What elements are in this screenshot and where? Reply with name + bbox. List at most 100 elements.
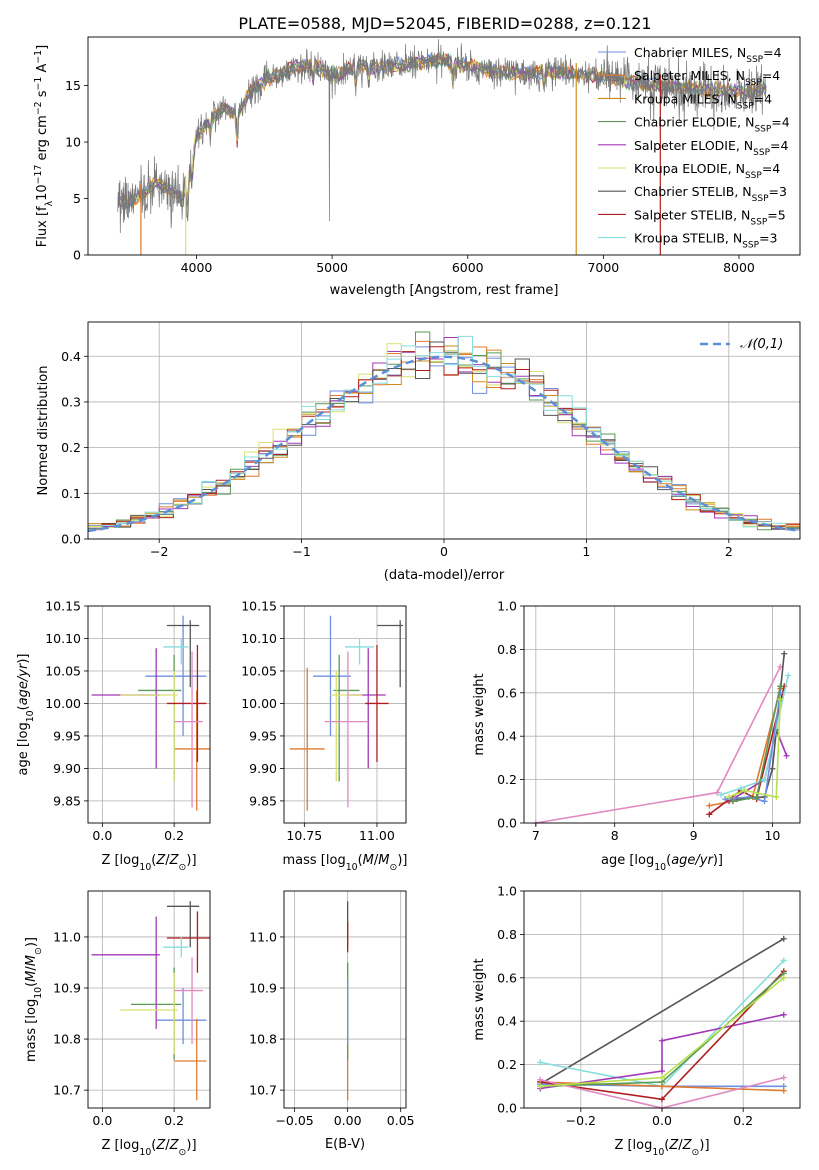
- mass-weight-marker: [537, 1059, 544, 1066]
- y-tick-label: 15: [65, 78, 81, 93]
- mass-weight-line: [720, 675, 789, 796]
- mass-weight-marker: [761, 798, 768, 805]
- x-tick-label: 7000: [587, 260, 619, 275]
- y-tick-label: 10.15: [45, 599, 81, 614]
- mass-weight-marker: [780, 1087, 787, 1094]
- mass-weight-marker: [706, 802, 713, 809]
- mass-weight-marker: [741, 787, 748, 794]
- x-axis-label: Z [log10(Z/Z⊙)]: [614, 1138, 709, 1158]
- y-tick-label: 0.0: [497, 1101, 517, 1116]
- x-axis-label: age [log10(age/yr)]: [601, 853, 723, 873]
- legend-entry: Chabrier STELIB, NSSP=3: [634, 184, 787, 204]
- panel-residual_hist: −2 −1 0 1 2 0.0 0.1 0.2 0.3 0.4 (data-model)/error…: [36, 321, 801, 583]
- panel-age_vs_Z: 0.0 0.2 9.85 9.90 9.95 10.00 10.05 10.10 10.15 Z …: [16, 599, 211, 873]
- plot-area: [289, 615, 404, 811]
- mass-weight-marker: [706, 811, 713, 818]
- x-tick-label: 0.0: [92, 828, 112, 843]
- mass-weight-marker: [785, 672, 792, 679]
- x-axis-label: Z [log10(Z/Z⊙)]: [101, 853, 196, 873]
- mass-weight-marker: [753, 793, 760, 800]
- mass-weight-marker: [659, 1096, 665, 1103]
- mass-weight-marker: [761, 776, 768, 783]
- y-tick-label: 5: [73, 191, 81, 206]
- x-axis-label: Z [log10(Z/Z⊙)]: [101, 1138, 196, 1158]
- x-tick-label: 7: [532, 828, 540, 843]
- legend-entry: Kroupa STELIB, NSSP=3: [634, 231, 778, 251]
- y-tick-label: 10.9: [53, 981, 81, 996]
- axes-frame: [283, 890, 407, 1109]
- figure-title: PLATE=0588, MJD=52045, FIBERID=0288, z=0…: [238, 14, 651, 33]
- y-axis-label: mass [log10(M/M⊙)]: [24, 937, 44, 1062]
- panel-age_vs_mass: 10.75 11.00 9.85 9.90 9.95 10.00 10.05 10.10 10.…: [241, 599, 407, 873]
- axes-frame: [87, 36, 801, 256]
- x-tick-label: 8: [611, 828, 619, 843]
- x-tick-label: 5000: [316, 260, 348, 275]
- axes-frame: [283, 605, 407, 824]
- y-tick-label: 11.0: [53, 929, 81, 944]
- x-tick-label: 9: [690, 828, 698, 843]
- axes-frame: [523, 605, 801, 824]
- hist-steps: [88, 331, 800, 533]
- mass-weight-marker: [780, 1011, 787, 1018]
- y-tick-label: 0: [73, 248, 81, 263]
- y-tick-label: 0.8: [497, 642, 517, 657]
- y-tick-label: 9.95: [249, 728, 277, 743]
- x-tick-label: 10.75: [286, 828, 322, 843]
- y-tick-label: 0.1: [61, 486, 81, 501]
- y-tick-label: 10.9: [249, 981, 277, 996]
- y-tick-label: 10: [65, 135, 81, 150]
- y-tick-label: 10.05: [45, 663, 81, 678]
- axes-frame: [87, 890, 211, 1109]
- histogram-step-line: [88, 335, 800, 530]
- legend-entry: Chabrier MILES, NSSP=4: [634, 45, 782, 65]
- x-tick-label: 4000: [181, 260, 213, 275]
- y-tick-label: 10.00: [45, 696, 81, 711]
- legend-entry: Kroupa ELODIE, NSSP=4: [634, 161, 780, 181]
- x-tick-label: 0.2: [164, 1113, 184, 1128]
- panel-weight_vs_Z: −0.2 0.0 0.2 0.0 0.2 0.4 0.6 0.8 1.0 mass weight Z…: [472, 884, 801, 1158]
- y-tick-label: 9.95: [53, 728, 81, 743]
- mass-weight-marker: [537, 1076, 544, 1083]
- plot-area: [91, 901, 210, 1101]
- y-tick-label: 0.0: [497, 816, 517, 831]
- mass-weight-marker: [769, 765, 776, 772]
- mass-weight-marker: [777, 696, 784, 703]
- y-tick-label: 0.4: [497, 1014, 517, 1029]
- mass-weight-marker: [780, 957, 787, 964]
- y-axis-label: mass weight: [472, 958, 487, 1040]
- mass-weight-marker: [659, 1074, 665, 1081]
- x-axis-label: mass [log10(M/M⊙)]: [283, 853, 408, 873]
- x-tick-label: −0.2: [566, 1113, 596, 1128]
- x-axis-label: (data-model)/error: [384, 568, 505, 583]
- mass-weight-marker: [780, 935, 787, 942]
- y-tick-label: 10.8: [53, 1032, 81, 1047]
- x-tick-label: 0.0: [652, 1113, 672, 1128]
- legend-entry: 𝒩(0,1): [740, 337, 783, 352]
- y-tick-label: 10.05: [241, 663, 277, 678]
- mass-weight-marker: [722, 796, 729, 803]
- y-tick-label: 10.00: [241, 696, 277, 711]
- panel-mass_vs_Z: 0.0 0.2 10.7 10.8 10.9 11.0 Z [log10(Z/Z⊙)] mas…: [24, 890, 211, 1158]
- plot-area: [91, 615, 210, 811]
- mass-weight-marker: [659, 1037, 665, 1044]
- mass-weight-marker: [781, 650, 788, 657]
- y-tick-label: 9.90: [53, 761, 81, 776]
- x-tick-label: 10: [764, 828, 780, 843]
- y-tick-label: 0.6: [497, 970, 517, 985]
- x-tick-label: 1: [582, 544, 590, 559]
- x-tick-label: 0.00: [334, 1113, 362, 1128]
- y-tick-label: 0.2: [497, 1057, 517, 1072]
- legend-entry: Kroupa MILES, NSSP=4: [634, 91, 772, 111]
- y-tick-label: 10.7: [53, 1083, 81, 1098]
- mass-weight-marker: [714, 789, 721, 796]
- y-tick-label: 10.10: [45, 631, 81, 646]
- mass-weight-marker: [718, 791, 725, 798]
- normal-reference-curve: [88, 355, 800, 533]
- legend: Chabrier MILES, NSSP=4 Salpeter MILES, NS…: [598, 45, 790, 251]
- mass-weight-marker: [537, 1083, 544, 1090]
- x-tick-label: 8000: [723, 260, 755, 275]
- axes-frame: [523, 890, 801, 1109]
- y-tick-label: 0.2: [61, 440, 81, 455]
- spectrum-lines: [117, 39, 767, 255]
